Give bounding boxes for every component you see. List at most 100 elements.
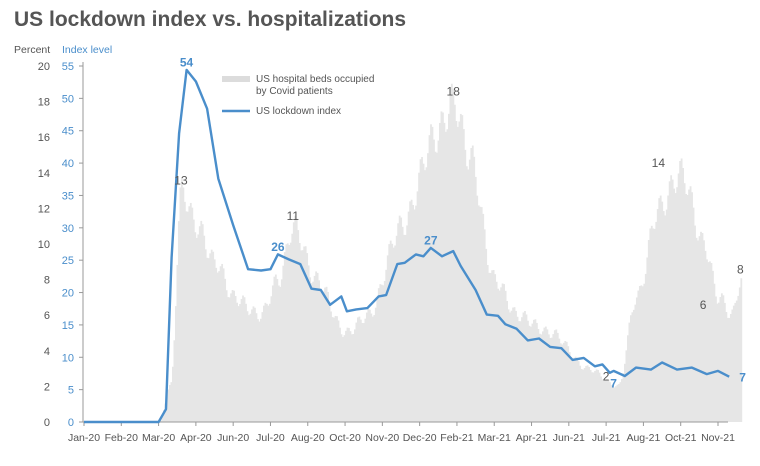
bar [670, 175, 673, 422]
bar [738, 287, 741, 422]
bar [609, 382, 611, 422]
bar [595, 369, 598, 422]
bar [286, 243, 289, 422]
bar [719, 297, 722, 422]
bar [301, 250, 304, 422]
bar [268, 303, 271, 422]
bar [715, 296, 717, 422]
bar [668, 181, 671, 422]
bar [252, 306, 255, 422]
bar [698, 236, 701, 422]
bar [479, 206, 482, 422]
bar [212, 251, 215, 422]
bar [398, 215, 401, 422]
y-right-tick-label: 25 [62, 255, 74, 267]
bar [530, 326, 532, 422]
bar [491, 270, 494, 422]
bar [692, 207, 695, 422]
bar [279, 286, 282, 422]
bar [224, 278, 227, 422]
bar [371, 316, 374, 422]
bar [421, 156, 423, 423]
bar [197, 234, 200, 422]
bar [632, 309, 635, 422]
x-tick-label: Feb-20 [105, 432, 138, 444]
bar [348, 327, 350, 422]
bar [277, 285, 280, 422]
bar [588, 367, 591, 422]
bar [571, 358, 574, 422]
bar [397, 223, 400, 422]
legend-label-line: US lockdown index [256, 106, 341, 117]
bar [549, 337, 552, 422]
bar [521, 317, 523, 422]
bar [394, 245, 397, 422]
bar [725, 312, 728, 422]
hospital-data-label: 6 [700, 298, 707, 312]
bar [740, 278, 743, 422]
bar [172, 366, 174, 422]
bar [676, 187, 679, 422]
bar [266, 303, 268, 422]
lockdown-data-label: 7 [739, 371, 746, 385]
bar [274, 274, 277, 422]
bar [455, 121, 458, 422]
bar [322, 291, 325, 422]
bar [225, 290, 228, 422]
bar [318, 280, 321, 422]
legend-label-bars-line1: US hospital beds occupied [256, 74, 374, 85]
bar [592, 372, 595, 422]
bar [345, 330, 347, 422]
bar [677, 173, 680, 422]
bar [248, 315, 250, 422]
bar [497, 288, 500, 422]
bar [594, 370, 596, 422]
bar [540, 334, 543, 422]
bar [173, 340, 176, 422]
y-left-tick-label: 20 [38, 61, 50, 73]
bar [198, 226, 201, 422]
bar [188, 206, 191, 422]
bar [656, 209, 659, 422]
bar [689, 186, 692, 422]
bar [515, 310, 517, 422]
bar [533, 319, 535, 422]
bar [697, 240, 699, 422]
bar [260, 318, 262, 422]
bar [580, 369, 583, 422]
bar [635, 297, 638, 422]
bar [257, 319, 259, 422]
bar [538, 333, 541, 422]
bar [177, 221, 180, 422]
bar [509, 312, 511, 422]
bar [233, 290, 235, 422]
bar [258, 321, 261, 422]
bar [356, 317, 359, 422]
bar [468, 159, 471, 422]
bar [694, 225, 696, 422]
bar [483, 229, 486, 422]
x-tick-label: Nov-21 [701, 432, 735, 444]
bar [685, 193, 687, 422]
bar [607, 379, 610, 422]
bar [710, 263, 713, 422]
bar [231, 290, 234, 422]
bar [723, 302, 726, 422]
bar [482, 213, 485, 422]
bar [383, 280, 386, 422]
bar [573, 357, 576, 422]
bar [734, 302, 737, 422]
bar [431, 126, 434, 423]
bar [176, 264, 179, 422]
bar [641, 286, 644, 422]
bar [346, 327, 349, 422]
chart-title: US lockdown index vs. hospitalizations [14, 8, 407, 31]
x-tick-label: Apr-21 [516, 432, 548, 444]
bar [446, 129, 449, 423]
bar [728, 317, 731, 422]
bar [230, 293, 232, 422]
bar [615, 386, 617, 422]
bar [195, 237, 198, 422]
bar [558, 338, 561, 422]
